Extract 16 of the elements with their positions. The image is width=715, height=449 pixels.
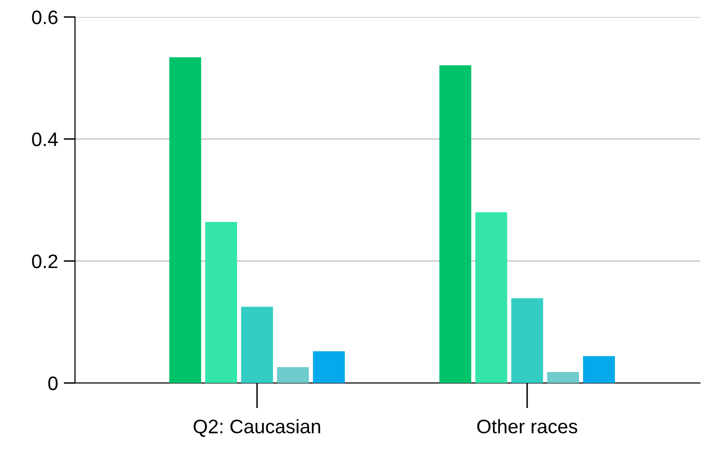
x-tick-label: Other races: [477, 419, 578, 434]
bar: [241, 306, 273, 383]
bar: [439, 65, 472, 383]
bar: [205, 222, 238, 383]
x-tick-label: Q2: Caucasian: [194, 419, 320, 437]
bar: [547, 372, 579, 383]
y-tick-label: 0.2: [32, 254, 58, 268]
bar: [583, 356, 615, 383]
bar: [511, 298, 544, 383]
bar: [475, 212, 508, 383]
bar: [312, 351, 345, 383]
y-tick-label: 0: [48, 376, 58, 390]
bar: [277, 367, 309, 383]
bar: [169, 57, 202, 383]
y-tick-label: 0.4: [32, 132, 58, 146]
y-tick-label: 0.6: [32, 10, 58, 24]
